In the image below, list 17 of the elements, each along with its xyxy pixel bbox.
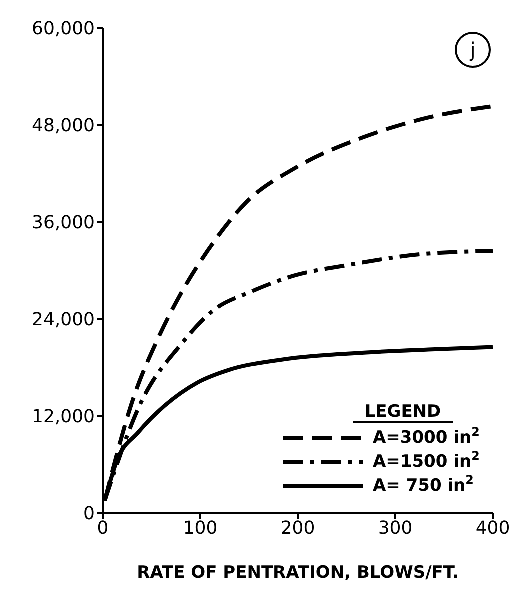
legend-label: A=3000 in$^{2}$ <box>373 425 480 448</box>
y-tick-label: 36,000 <box>32 212 95 234</box>
legend-title: LEGEND <box>364 402 442 422</box>
x-tick-label: 400 <box>476 518 510 539</box>
y-tick-label: 48,000 <box>32 115 95 136</box>
y-tick-label: 0 <box>84 503 95 524</box>
y-tick-label: 60,000 <box>32 18 95 40</box>
annotation: j <box>469 38 476 62</box>
legend-label: A=1500 in$^{2}$ <box>373 449 480 472</box>
x-axis-title: RATE OF PENTRATION, BLOWS/FT. <box>137 563 459 583</box>
x-tick-label: 100 <box>183 518 218 539</box>
x-tick-label: 300 <box>378 518 413 539</box>
legend-label: A= 750 in$^{2}$ <box>373 473 474 496</box>
y-tick-label: 24,000 <box>32 309 95 330</box>
x-tick-label: 200 <box>280 518 316 539</box>
x-tick-label: 0 <box>97 518 109 539</box>
y-tick-label: 12,000 <box>32 406 95 428</box>
